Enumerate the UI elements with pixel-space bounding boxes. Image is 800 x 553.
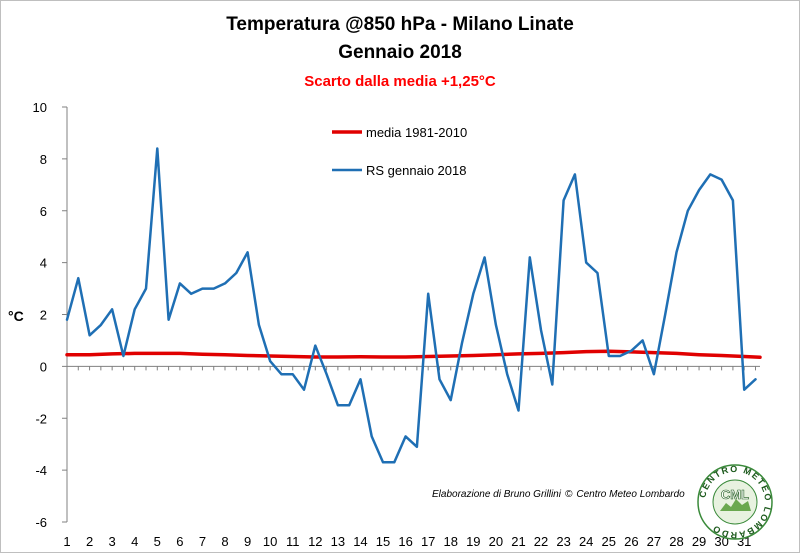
x-tick-label: 6 — [176, 534, 183, 549]
x-tick-label: 15 — [376, 534, 390, 549]
y-tick-label: 0 — [40, 359, 47, 374]
y-tick-label: 2 — [40, 308, 47, 323]
x-tick-label: 22 — [534, 534, 548, 549]
series-line-media — [65, 349, 762, 360]
x-tick-label: 11 — [286, 534, 300, 549]
y-axis-ticks: 10 8 6 4 2 0 -2 -4 -6 — [33, 100, 67, 530]
x-tick-label: 2 — [86, 534, 93, 549]
x-tick-label: 16 — [398, 534, 412, 549]
x-tick-label: 1 — [63, 534, 70, 549]
chart-subtitle: Gennaio 2018 — [338, 42, 462, 63]
y-tick-label: 6 — [40, 204, 47, 219]
series-lines — [65, 147, 762, 464]
x-tick-label: 19 — [466, 534, 480, 549]
x-tick-label: 12 — [308, 534, 322, 549]
credit-author: Elaborazione di Bruno Grillini — [432, 489, 561, 500]
x-tick-label: 24 — [579, 534, 593, 549]
x-tick-label: 9 — [244, 534, 251, 549]
cml-logo: CENTRO METEO LOMBARDO CML — [697, 464, 773, 540]
region-shape-icon — [720, 499, 751, 511]
x-tick-label: 25 — [602, 534, 616, 549]
x-tick-label: 21 — [511, 534, 525, 549]
x-tick-label: 3 — [109, 534, 116, 549]
logo-center-text: CML — [721, 487, 749, 502]
y-tick-label: 4 — [40, 256, 47, 271]
y-tick-label: 8 — [40, 152, 47, 167]
legend-label: RS gennaio 2018 — [366, 163, 466, 178]
x-tick-label: 14 — [353, 534, 367, 549]
series-line-rs — [65, 147, 757, 464]
x-axis-ticks: 1 2 3 4 5 6 7 8 9 10 11 12 13 14 15 16 17 18 19 20 21 22 23 24 2… — [63, 366, 756, 549]
y-tick-label: 10 — [33, 100, 47, 115]
x-tick-label: 20 — [489, 534, 503, 549]
legend: media 1981-2010 RS gennaio 2018 — [332, 125, 467, 178]
y-tick-label: -2 — [35, 411, 47, 426]
x-tick-label: 13 — [331, 534, 345, 549]
x-tick-label: 26 — [624, 534, 638, 549]
x-tick-label: 17 — [421, 534, 435, 549]
credit-text: Elaborazione di Bruno Grillini © Centro Me… — [432, 489, 685, 500]
chart-title: Temperatura @850 hPa - Milano Linate — [226, 14, 574, 35]
x-tick-label: 7 — [199, 534, 206, 549]
x-tick-label: 10 — [263, 534, 277, 549]
y-tick-label: -4 — [35, 463, 47, 478]
x-tick-label: 5 — [154, 534, 161, 549]
credit-org: Centro Meteo Lombardo — [576, 489, 685, 500]
x-tick-label: 8 — [221, 534, 228, 549]
x-tick-label: 18 — [444, 534, 458, 549]
x-tick-label: 4 — [131, 534, 138, 549]
x-tick-label: 23 — [556, 534, 570, 549]
x-tick-label: 28 — [669, 534, 683, 549]
x-tick-label: 29 — [692, 534, 706, 549]
y-axis-label: °C — [8, 308, 24, 324]
x-tick-label: 27 — [647, 534, 661, 549]
chart-annotation: Scarto dalla media +1,25°C — [304, 73, 496, 90]
legend-label: media 1981-2010 — [366, 125, 467, 140]
copyright-icon: © — [564, 489, 573, 500]
y-tick-label: -6 — [35, 515, 47, 530]
